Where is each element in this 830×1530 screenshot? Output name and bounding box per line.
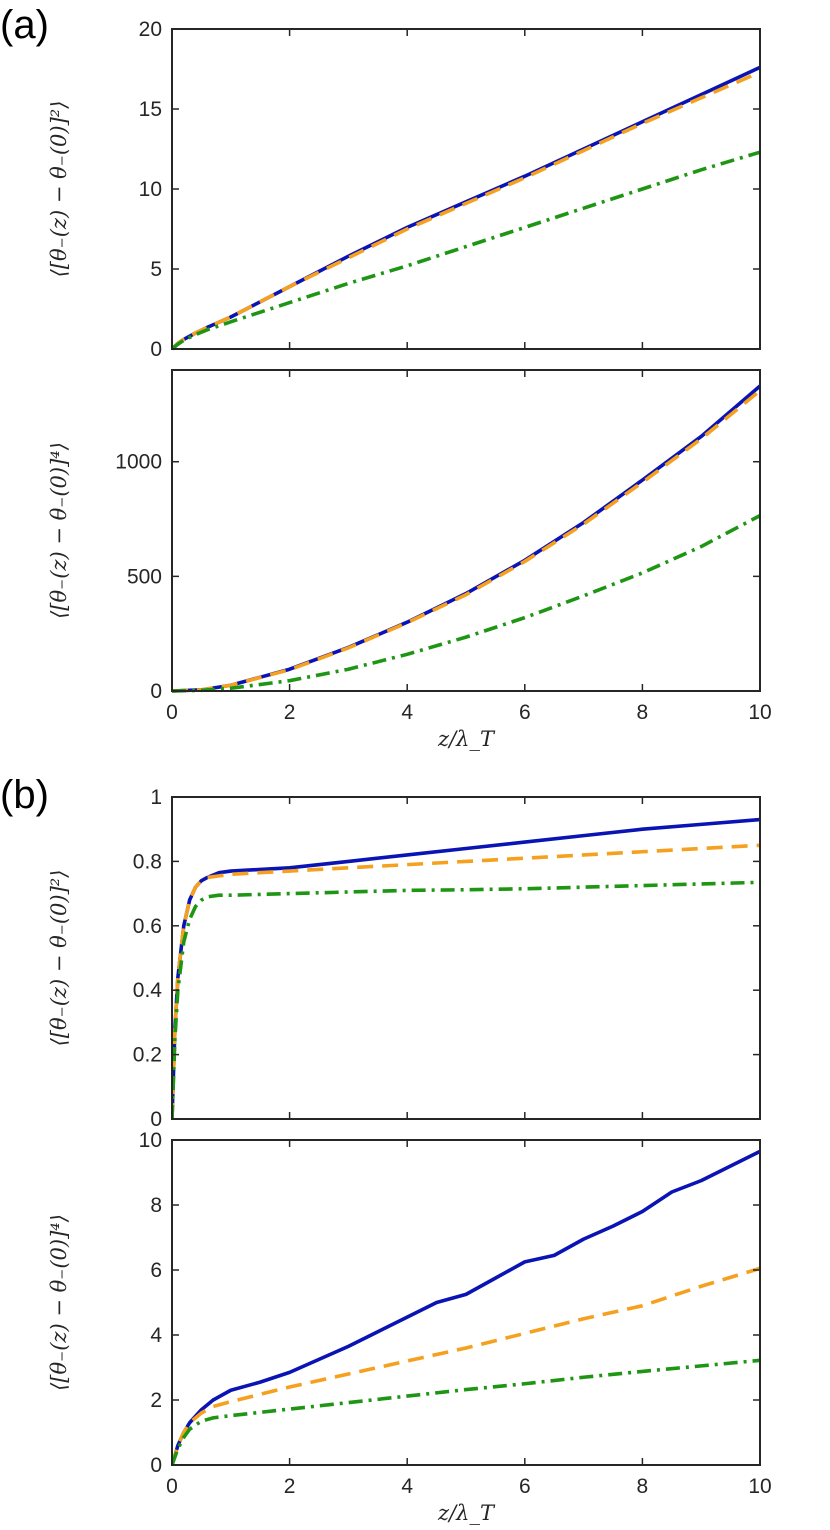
series-line-solid	[172, 1149, 761, 1466]
y-tick-label: 5	[150, 258, 162, 281]
x-tick-label: 4	[401, 701, 413, 724]
y-axis-label: ⟨[θ₋(z) − θ₋(0)]²⟩	[47, 870, 71, 1047]
y-tick-label: 0	[150, 680, 162, 703]
x-tick-label: 2	[284, 701, 296, 724]
y-tick-label: 8	[150, 1194, 162, 1217]
series-line-solid	[172, 384, 762, 693]
series-line-solid	[172, 817, 761, 1120]
series-line-dashed	[172, 389, 762, 693]
series-line-dashdot	[172, 880, 761, 1120]
series-line-dashed	[172, 70, 761, 351]
x-tick-label: 8	[637, 1475, 649, 1498]
y-tick-label: 20	[139, 18, 162, 41]
y-tick-label: 0	[150, 1454, 162, 1477]
x-tick-label: 4	[401, 1475, 413, 1498]
x-tick-label: 10	[748, 1475, 771, 1498]
panel-label-a: (a)	[0, 3, 49, 47]
series-line-dashed	[172, 843, 761, 1120]
y-tick-label: 4	[150, 1324, 162, 1347]
axes-frame	[171, 796, 761, 1120]
x-tick-label: 0	[166, 701, 178, 724]
series-line-dashed	[172, 1266, 761, 1466]
series-line-dashdot	[172, 150, 761, 351]
y-tick-label: 10	[139, 1129, 162, 1152]
y-tick-label: 0.2	[133, 1044, 162, 1067]
y-tick-label: 1	[150, 786, 162, 809]
y-axis-label: ⟨[θ₋(z) − θ₋(0)]²⟩	[47, 101, 71, 278]
y-tick-label: 10	[139, 178, 162, 201]
y-tick-label: 500	[127, 565, 162, 588]
axes-frame	[171, 1139, 761, 1466]
y-tick-label: 0.6	[133, 915, 162, 938]
x-axis-label: z/λ_T	[437, 1501, 496, 1525]
y-tick-label: 0.8	[133, 850, 162, 873]
series-line-dashdot	[172, 1358, 761, 1466]
x-tick-label: 6	[519, 1475, 531, 1498]
x-tick-label: 6	[519, 701, 531, 724]
y-tick-label: 0.4	[133, 979, 163, 1002]
y-tick-label: 2	[150, 1389, 162, 1412]
y-tick-label: 6	[150, 1259, 162, 1282]
y-tick-label: 0	[150, 338, 162, 361]
plot-b-fourth-moment: 0 2 4 6 8 10 0 2 4 6 8 10 ⟨[θ₋(z) − θ₋(0)]⁴⟩ z/λ_T	[47, 1129, 772, 1525]
plot-a-fourth-moment: 0 2 4 6 8 10 0 500 1000 ⟨[θ₋(z) − θ₋(0)]⁴⟩ z/λ_T	[47, 369, 772, 751]
y-axis-label: ⟨[θ₋(z) − θ₋(0)]⁴⟩	[47, 442, 71, 619]
y-tick-label: 1000	[115, 451, 162, 474]
axes-frame	[171, 369, 761, 692]
series-line-dashdot	[172, 514, 761, 693]
x-tick-label: 2	[284, 1475, 296, 1498]
x-axis-label: z/λ_T	[437, 727, 496, 751]
x-tick-label: 0	[166, 1475, 178, 1498]
y-tick-label: 0	[150, 1108, 162, 1131]
y-tick-label: 15	[139, 98, 162, 121]
panel-label-b: (b)	[0, 773, 49, 817]
plot-b-second-moment: 0 0.2 0.4 0.6 0.8 1 ⟨[θ₋(z) − θ₋(0)]²⟩	[47, 786, 761, 1131]
plot-a-second-moment: 0 5 10 15 20 ⟨[θ₋(z) − θ₋(0)]²⟩	[47, 18, 761, 361]
x-tick-label: 10	[748, 701, 771, 724]
x-tick-label: 8	[637, 701, 649, 724]
y-axis-label: ⟨[θ₋(z) − θ₋(0)]⁴⟩	[47, 1214, 71, 1391]
